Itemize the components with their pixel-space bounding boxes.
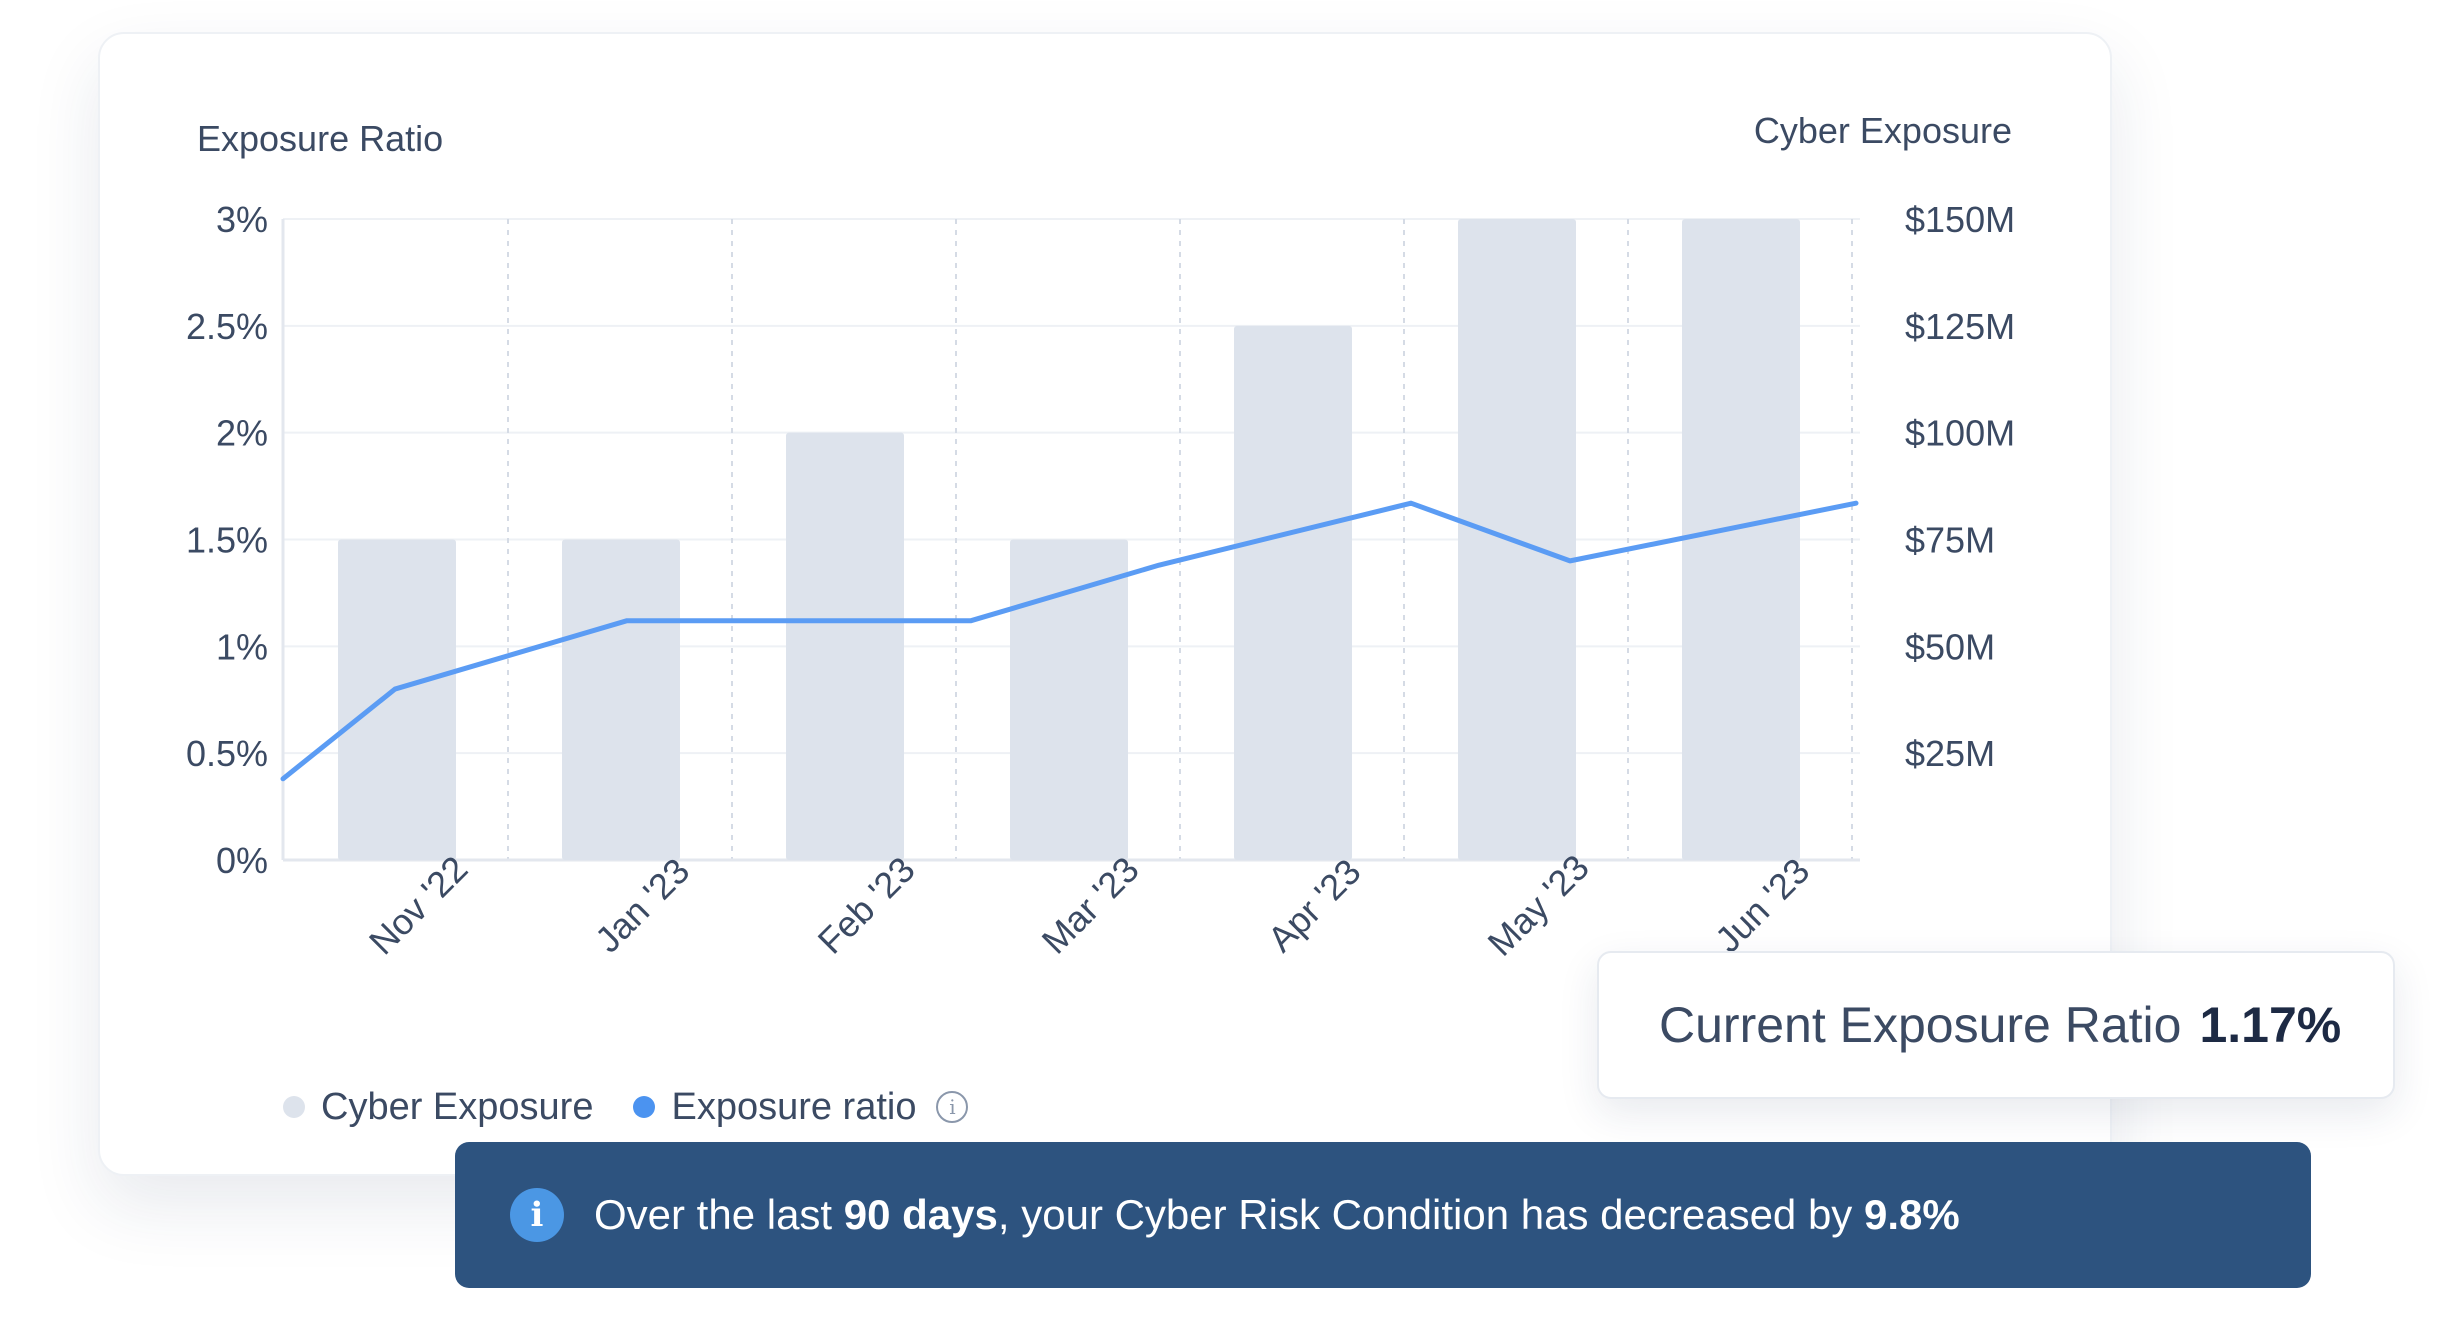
legend-label-cyber-exposure: Cyber Exposure xyxy=(321,1085,594,1128)
legend-item-cyber-exposure[interactable]: Cyber Exposure xyxy=(283,1086,593,1129)
y-right-tick-label: $150M xyxy=(1905,199,2015,240)
banner-period: 90 days xyxy=(843,1191,998,1238)
y-left-tick-label: 1.5% xyxy=(186,520,268,561)
bar-cyber-exposure xyxy=(562,539,680,860)
bar-cyber-exposure xyxy=(1010,539,1128,860)
y-right-tick-label: $125M xyxy=(1905,306,2015,347)
bar-cyber-exposure xyxy=(1682,219,1800,860)
x-tick-label: May '23 xyxy=(1479,846,1596,963)
x-tick-label: Mar '23 xyxy=(1034,849,1147,962)
info-icon[interactable]: i xyxy=(936,1091,969,1123)
x-tick-label: Jan '23 xyxy=(587,850,697,960)
legend-item-exposure-ratio[interactable]: Exposure ratio i xyxy=(633,1085,969,1129)
banner-message: Over the last 90 days, your Cyber Risk C… xyxy=(594,1191,1960,1239)
x-tick-label: Jun '23 xyxy=(1707,850,1817,960)
legend-swatch-cyber-exposure xyxy=(283,1096,305,1118)
banner-change: 9.8% xyxy=(1863,1191,1960,1238)
legend-label-exposure-ratio: Exposure ratio xyxy=(671,1085,917,1128)
y-left-tick-label: 3% xyxy=(216,199,268,240)
current-exposure-ratio-value: 1.17% xyxy=(2199,997,2342,1053)
y-left-tick-label: 1% xyxy=(216,626,268,667)
risk-info-banner: i Over the last 90 days, your Cyber Risk… xyxy=(455,1142,2311,1288)
line-exposure-ratio xyxy=(280,500,1859,782)
x-tick-label: Nov '22 xyxy=(361,848,476,963)
x-tick-label: Feb '23 xyxy=(810,849,923,962)
y-left-tick-label: 0.5% xyxy=(186,733,268,774)
chart-card: 0% 0.5% 1% 1.5% 2% 2.5% 3% $25M $50M $75M $100M $12… xyxy=(98,32,2112,1176)
info-icon: i xyxy=(510,1188,564,1242)
y-right-tick-label: $75M xyxy=(1905,520,1995,561)
banner-prefix: Over the last xyxy=(594,1191,844,1238)
exposure-chart: 0% 0.5% 1% 1.5% 2% 2.5% 3% $25M $50M $75M $100M $12… xyxy=(186,110,2015,964)
y-right-tick-label: $100M xyxy=(1905,413,2015,454)
x-tick-label: Apr '23 xyxy=(1260,851,1369,960)
y-left-tick-label: 2.5% xyxy=(186,306,268,347)
y-right-tick-label: $25M xyxy=(1905,733,1995,774)
chart-legend: Cyber Exposure Exposure ratio i xyxy=(283,1082,1008,1132)
bar-cyber-exposure xyxy=(338,539,456,860)
y-right-axis-title: Cyber Exposure xyxy=(1754,110,2012,151)
y-left-tick-label: 2% xyxy=(216,413,268,454)
legend-swatch-exposure-ratio xyxy=(633,1096,656,1118)
current-exposure-ratio-label: Current Exposure Ratio xyxy=(1659,997,2182,1053)
y-left-tick-label: 0% xyxy=(216,840,268,881)
current-exposure-ratio-card: Current Exposure Ratio 1.17% xyxy=(1597,951,2395,1099)
banner-middle: , your Cyber Risk Condition has decrease… xyxy=(997,1191,1864,1238)
y-right-tick-label: $50M xyxy=(1905,626,1995,667)
bar-cyber-exposure xyxy=(786,432,904,860)
y-left-axis-title: Exposure Ratio xyxy=(197,118,443,159)
bar-cyber-exposure xyxy=(1234,325,1352,860)
